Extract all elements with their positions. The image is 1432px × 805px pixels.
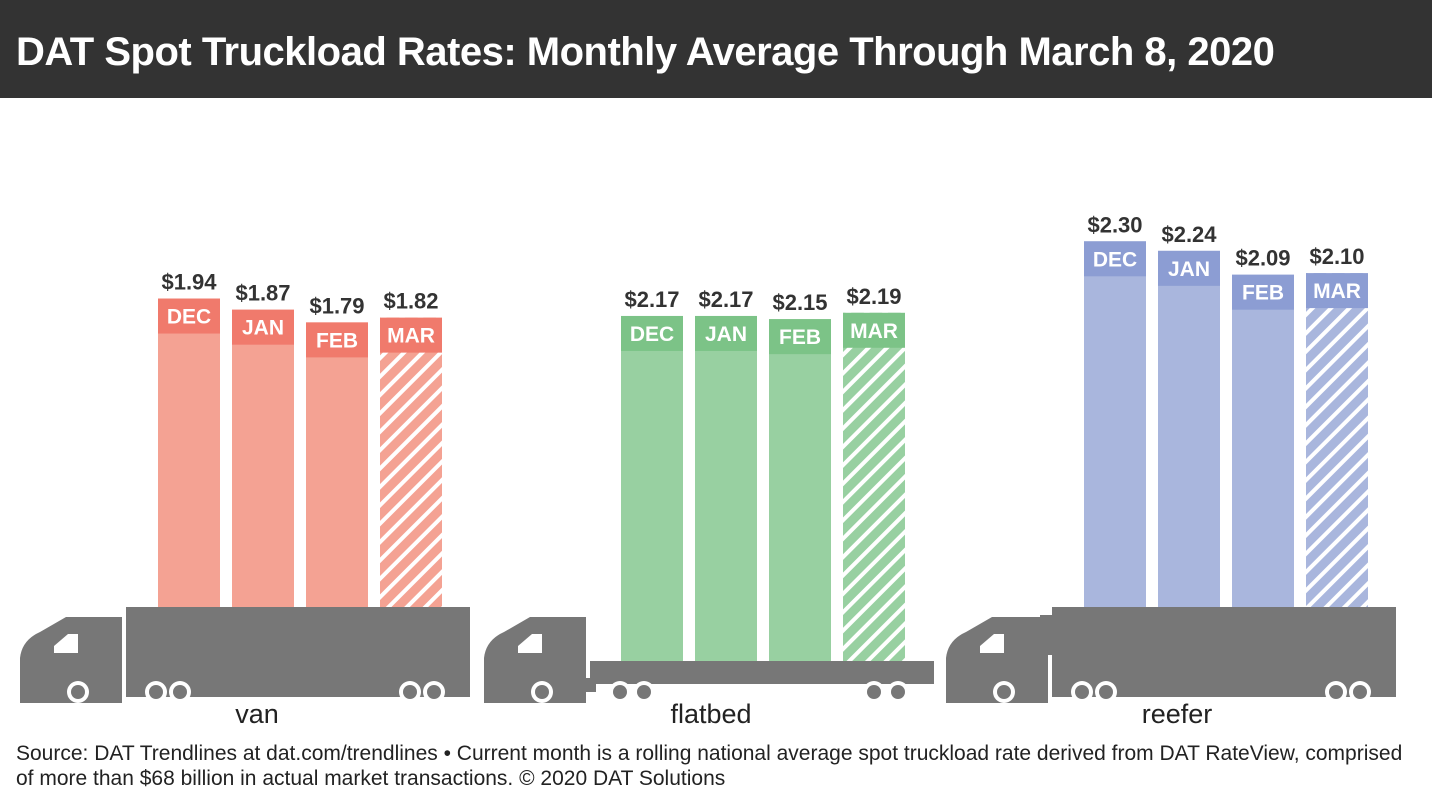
group-flatbed: DEC $2.17 JAN $2.17 FEB $2.15 MAR $2.19 flatbed bbox=[484, 284, 934, 729]
category-label-reefer-mar: MAR bbox=[1313, 280, 1361, 303]
bar-band-flatbed-mar bbox=[843, 312, 905, 348]
group-reefer: DEC $2.30 JAN $2.24 FEB $2.09 MAR $2.10 reefer bbox=[946, 212, 1396, 729]
category-label-flatbed-feb: FEB bbox=[779, 326, 821, 349]
value-label-van-dec: $1.94 bbox=[161, 270, 217, 295]
bar-band-van-mar bbox=[380, 317, 442, 353]
category-label-flatbed-jan: JAN bbox=[705, 323, 747, 346]
bar-van-feb bbox=[306, 322, 368, 607]
bar-van-dec bbox=[158, 298, 220, 607]
bar-flatbed-jan bbox=[695, 315, 757, 661]
value-label-reefer-dec: $2.30 bbox=[1087, 212, 1142, 237]
value-label-reefer-mar: $2.10 bbox=[1309, 244, 1364, 269]
bar-band-reefer-feb bbox=[1232, 274, 1294, 310]
bar-van-jan bbox=[232, 309, 294, 607]
bar-band-reefer-jan bbox=[1158, 250, 1220, 286]
bar-reefer-feb bbox=[1232, 274, 1294, 607]
group-label-reefer: reefer bbox=[1142, 699, 1213, 729]
bar-flatbed-dec bbox=[621, 315, 683, 661]
truck-window bbox=[54, 634, 78, 653]
category-label-van-jan: JAN bbox=[242, 317, 284, 340]
value-label-reefer-feb: $2.09 bbox=[1235, 246, 1290, 271]
bar-band-flatbed-feb bbox=[769, 319, 831, 355]
bar-band-flatbed-jan bbox=[695, 315, 757, 351]
bar-band-reefer-mar bbox=[1306, 273, 1368, 309]
bar-flatbed-feb bbox=[769, 319, 831, 661]
truck-cab bbox=[946, 617, 1048, 703]
bar-flatbed-mar bbox=[843, 312, 905, 661]
value-label-reefer-jan: $2.24 bbox=[1161, 222, 1217, 247]
truck-window bbox=[980, 634, 1004, 653]
category-label-van-feb: FEB bbox=[316, 329, 358, 352]
category-label-flatbed-dec: DEC bbox=[630, 323, 674, 346]
value-label-van-feb: $1.79 bbox=[309, 293, 364, 318]
value-label-flatbed-dec: $2.17 bbox=[624, 287, 679, 312]
bar-band-flatbed-dec bbox=[621, 315, 683, 351]
source-note: Source: DAT Trendlines at dat.com/trendl… bbox=[16, 742, 1403, 790]
value-label-van-mar: $1.82 bbox=[383, 289, 438, 314]
group-label-van: van bbox=[235, 699, 279, 729]
reefer-unit bbox=[1040, 615, 1054, 655]
category-label-reefer-dec: DEC bbox=[1093, 248, 1137, 271]
value-label-flatbed-jan: $2.17 bbox=[698, 287, 753, 312]
chart-title: DAT Spot Truckload Rates: Monthly Averag… bbox=[16, 30, 1275, 74]
bar-reefer-dec bbox=[1084, 241, 1146, 608]
title-bar: DAT Spot Truckload Rates: Monthly Averag… bbox=[0, 0, 1432, 98]
category-label-flatbed-mar: MAR bbox=[850, 320, 898, 343]
category-label-reefer-jan: JAN bbox=[1168, 258, 1210, 281]
bar-reefer-mar bbox=[1306, 273, 1368, 607]
truck-cab bbox=[20, 617, 122, 703]
truck-window bbox=[518, 634, 542, 653]
truck-cab bbox=[484, 617, 586, 703]
category-label-reefer-feb: FEB bbox=[1242, 282, 1284, 305]
bar-band-van-jan bbox=[232, 309, 294, 345]
bar-band-reefer-dec bbox=[1084, 241, 1146, 277]
value-label-flatbed-feb: $2.15 bbox=[772, 290, 827, 315]
bar-chart: DEC $1.94 JAN $1.87 FEB $1.79 MAR $1.82 van DEC $2… bbox=[20, 212, 1396, 729]
value-label-flatbed-mar: $2.19 bbox=[846, 284, 901, 309]
bar-band-van-dec bbox=[158, 298, 220, 334]
bar-reefer-jan bbox=[1158, 250, 1220, 607]
group-label-flatbed: flatbed bbox=[670, 699, 751, 729]
bar-band-van-feb bbox=[306, 322, 368, 358]
group-van: DEC $1.94 JAN $1.87 FEB $1.79 MAR $1.82 van bbox=[20, 270, 470, 729]
category-label-van-dec: DEC bbox=[167, 306, 211, 329]
bar-van-mar bbox=[380, 317, 442, 607]
value-label-van-jan: $1.87 bbox=[235, 281, 290, 306]
flatbed-trailer bbox=[590, 661, 934, 684]
category-label-van-mar: MAR bbox=[387, 325, 435, 348]
